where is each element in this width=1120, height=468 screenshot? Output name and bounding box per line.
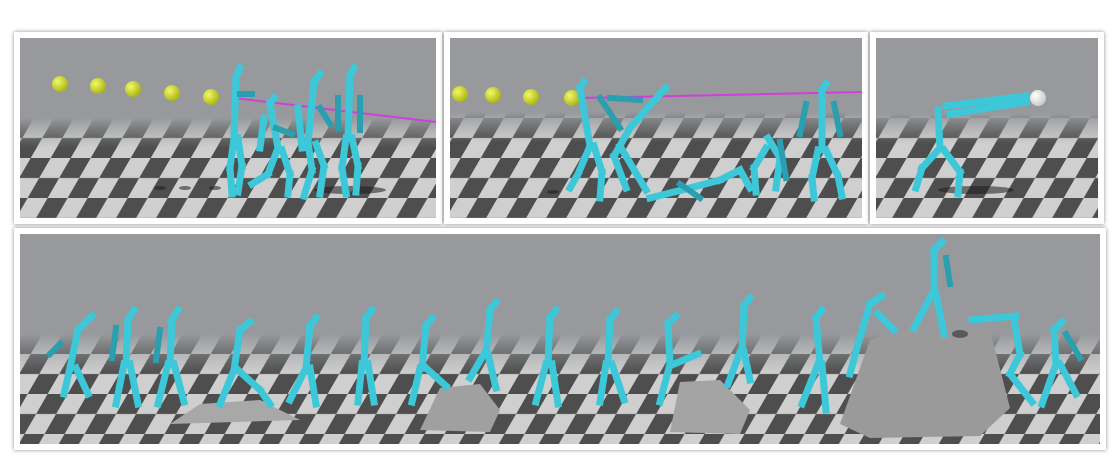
character [606, 83, 671, 195]
character [226, 63, 255, 198]
ball [452, 86, 468, 102]
character [797, 305, 830, 414]
ball [52, 76, 68, 92]
character [407, 313, 451, 407]
panel-1 [14, 32, 442, 224]
character [565, 77, 625, 202]
ball [523, 89, 539, 105]
character [285, 313, 321, 409]
character [749, 133, 790, 196]
character [465, 297, 501, 393]
character [108, 305, 143, 409]
character [294, 69, 335, 201]
scene-2 [450, 38, 862, 218]
panel-3 [870, 32, 1104, 224]
character [531, 305, 562, 408]
character [595, 307, 629, 407]
character [354, 305, 379, 407]
panel-2 [444, 32, 868, 224]
character [911, 92, 1031, 198]
balls [452, 86, 580, 106]
character [655, 311, 703, 407]
scene-4 [20, 234, 1100, 444]
panel-4 [14, 228, 1106, 450]
ball [564, 90, 580, 106]
balls [52, 76, 219, 105]
character [968, 312, 1037, 407]
characters [565, 77, 847, 203]
ball [125, 81, 141, 97]
ball [164, 85, 180, 101]
characters [154, 63, 386, 201]
character [247, 93, 296, 198]
obstacle [840, 326, 1010, 438]
character [796, 79, 847, 202]
character [1037, 317, 1085, 409]
character [215, 317, 275, 409]
character [335, 63, 363, 198]
ball [203, 89, 219, 105]
character [845, 291, 899, 379]
obstacle [420, 384, 500, 432]
obstacles [170, 326, 1010, 438]
character [645, 165, 755, 203]
character [909, 237, 954, 339]
scene-1 [20, 38, 436, 218]
characters [45, 237, 1085, 414]
ball [1030, 90, 1046, 106]
ball [90, 78, 106, 94]
ball [485, 87, 501, 103]
character [45, 311, 97, 399]
scene-3 [876, 38, 1098, 218]
character [723, 293, 755, 389]
obstacle [670, 380, 750, 434]
character [152, 305, 189, 409]
